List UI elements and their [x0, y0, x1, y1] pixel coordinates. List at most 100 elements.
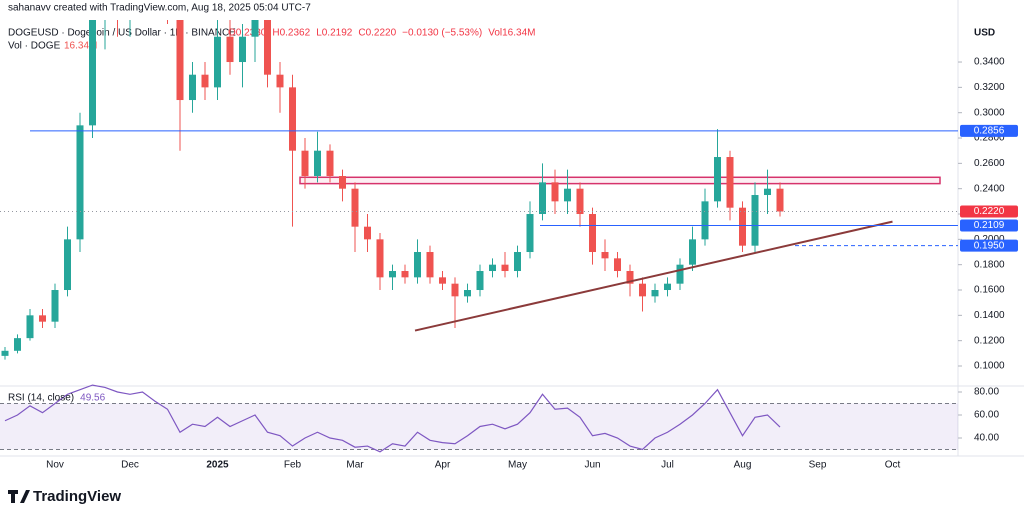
candle-body — [239, 36, 246, 63]
y-tick-label: 0.2400 — [974, 183, 1005, 194]
candle-body — [639, 283, 646, 297]
price-pane — [1, 20, 941, 360]
candle-body — [76, 125, 84, 240]
rsi-tick-label: 80.00 — [974, 387, 999, 398]
ohlc-field: L0.2192 — [316, 28, 353, 39]
resistance-zone — [299, 176, 941, 185]
candle-body — [226, 36, 234, 63]
candle-body — [51, 290, 59, 322]
candle-body — [1, 350, 9, 356]
candle-body — [339, 176, 346, 189]
candle-body — [401, 271, 409, 278]
candle-body — [514, 252, 521, 272]
candle-body — [89, 20, 96, 126]
brand-logo — [8, 490, 30, 503]
candle-body — [551, 182, 559, 202]
candle-body — [701, 201, 709, 240]
candle-body — [751, 195, 759, 246]
candle-body — [189, 74, 196, 101]
price-level-label: 0.2856 — [974, 126, 1005, 137]
rsi-tick-label: 40.00 — [974, 433, 999, 444]
price-level-label: 0.2109 — [974, 220, 1005, 231]
x-tick-label: Oct — [885, 460, 901, 471]
candle-body — [301, 150, 309, 177]
x-tick-label: 2025 — [206, 460, 229, 471]
candle-body — [676, 264, 684, 284]
candle-body — [64, 239, 71, 291]
ohlc-field: C0.2220 — [358, 28, 396, 39]
price-level-label: 0.2220 — [974, 206, 1005, 217]
candle-body — [564, 188, 571, 202]
x-tick-label: Apr — [435, 460, 451, 471]
candle-body — [351, 188, 359, 227]
candle-body — [626, 271, 634, 284]
candle-body — [726, 157, 734, 208]
candle-body — [426, 252, 434, 278]
candle-body — [439, 277, 446, 284]
y-tick-label: 0.3200 — [974, 82, 1005, 93]
x-tick-label: May — [508, 460, 527, 471]
candle-body — [539, 182, 546, 215]
candle-body — [501, 264, 509, 272]
rsi-line — [4, 384, 781, 453]
candle-body — [289, 87, 296, 151]
candle-body — [389, 271, 396, 278]
y-tick-label: 0.2600 — [974, 158, 1005, 169]
candle-body — [764, 188, 771, 196]
x-tick-label: Aug — [734, 460, 752, 471]
candle-body — [451, 283, 459, 297]
candle-body — [739, 207, 746, 246]
candle-body — [39, 315, 46, 322]
candle-body — [176, 20, 184, 101]
candle-body — [364, 226, 371, 240]
volume-label: Vol · DOGE — [8, 41, 61, 52]
candle-body — [576, 188, 584, 215]
candle-body — [26, 315, 34, 339]
y-tick-label: 0.3400 — [974, 57, 1005, 68]
candle-body — [476, 271, 484, 291]
candle-body — [251, 20, 259, 37]
price-level-tag — [960, 205, 1018, 218]
candle-body — [526, 214, 534, 253]
x-tick-label: Dec — [121, 460, 139, 471]
volume-value: 16.34M — [64, 41, 97, 52]
candle-body — [314, 150, 321, 177]
x-tick-label: Feb — [284, 460, 302, 471]
candle-body — [201, 74, 209, 88]
y-tick-label: 0.1200 — [974, 335, 1005, 346]
candle-body — [776, 188, 784, 212]
x-tick-label: Jun — [584, 460, 600, 471]
price-level-tag — [960, 219, 1018, 232]
candle-body — [276, 74, 284, 88]
candle-body — [689, 239, 696, 265]
candle-body — [326, 150, 334, 177]
candle-body — [414, 252, 421, 278]
ohlc-field: −0.0130 (−5.53%) — [402, 28, 482, 39]
candle-body — [214, 36, 221, 88]
candle-body — [664, 283, 671, 291]
y-tick-label: 0.1600 — [974, 285, 1005, 296]
rsi-tick-label: 60.00 — [974, 410, 999, 421]
x-tick-label: Sep — [809, 460, 827, 471]
y-tick-label: 0.1000 — [974, 361, 1005, 372]
candle-body — [601, 252, 609, 259]
price-level-tag — [960, 124, 1018, 137]
price-level-label: 0.1950 — [974, 240, 1005, 251]
rsi-label: RSI (14, close) — [8, 393, 74, 404]
candle-body — [651, 290, 659, 297]
candle-body — [614, 258, 621, 272]
y-tick-label: 0.1400 — [974, 310, 1005, 321]
rsi-current: 49.56 — [80, 393, 105, 404]
y-tick-label: 0.2800 — [974, 133, 1005, 144]
candle-body — [589, 214, 596, 253]
y-tick-label: 0.2000 — [974, 234, 1005, 245]
currency: USD — [974, 28, 995, 39]
price-level-tag — [960, 239, 1018, 252]
candle-body — [14, 338, 21, 351]
candle-body — [714, 157, 721, 202]
symbol: DOGEUSD · Dogecoin / US Dollar · 1D · BI… — [8, 28, 236, 39]
ohlc-field: O0.2330 — [228, 28, 267, 39]
ohlc-field: H0.2362 — [272, 28, 310, 39]
